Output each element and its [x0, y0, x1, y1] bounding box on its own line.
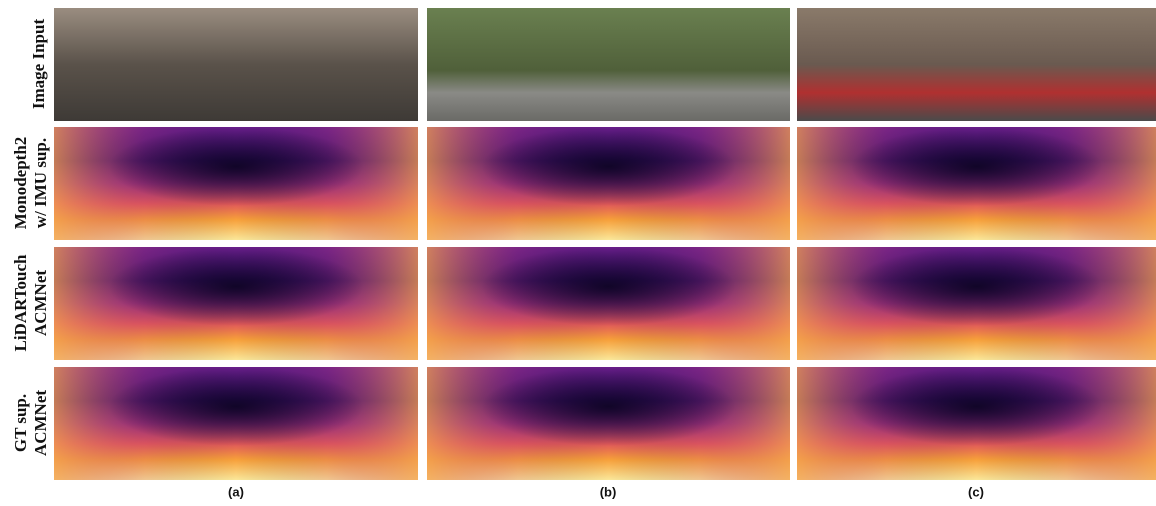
row-label: Monodepth2 — [11, 137, 30, 230]
input-image — [54, 8, 418, 121]
depth-overlay — [54, 247, 418, 360]
depth-overlay — [427, 127, 790, 240]
row-labels: Image Input Monodepth2 w/ IMU sup. LiDAR… — [11, 19, 50, 456]
depth-overlay — [797, 127, 1156, 240]
column-label: (c) — [968, 484, 984, 499]
depth-overlay — [797, 367, 1156, 480]
row-label: ACMNet — [31, 270, 50, 336]
row-label: GT sup. — [11, 394, 30, 452]
row-label: w/ IMU sup. — [31, 138, 50, 228]
depth-overlay — [427, 367, 790, 480]
column-label: (a) — [228, 484, 244, 499]
panels — [54, 8, 1156, 480]
depth-overlay — [54, 367, 418, 480]
depth-overlay — [54, 127, 418, 240]
depth-overlay — [427, 247, 790, 360]
input-image — [427, 8, 790, 121]
input-image — [797, 8, 1156, 121]
column-labels: (a) (b) (c) — [228, 484, 984, 499]
row-label: LiDARTouch — [11, 254, 30, 352]
depth-overlay — [797, 247, 1156, 360]
column-label: (b) — [600, 484, 617, 499]
figure: Image Input Monodepth2 w/ IMU sup. LiDAR… — [0, 0, 1156, 506]
row-label: Image Input — [29, 19, 48, 110]
row-label: ACMNet — [31, 390, 50, 456]
